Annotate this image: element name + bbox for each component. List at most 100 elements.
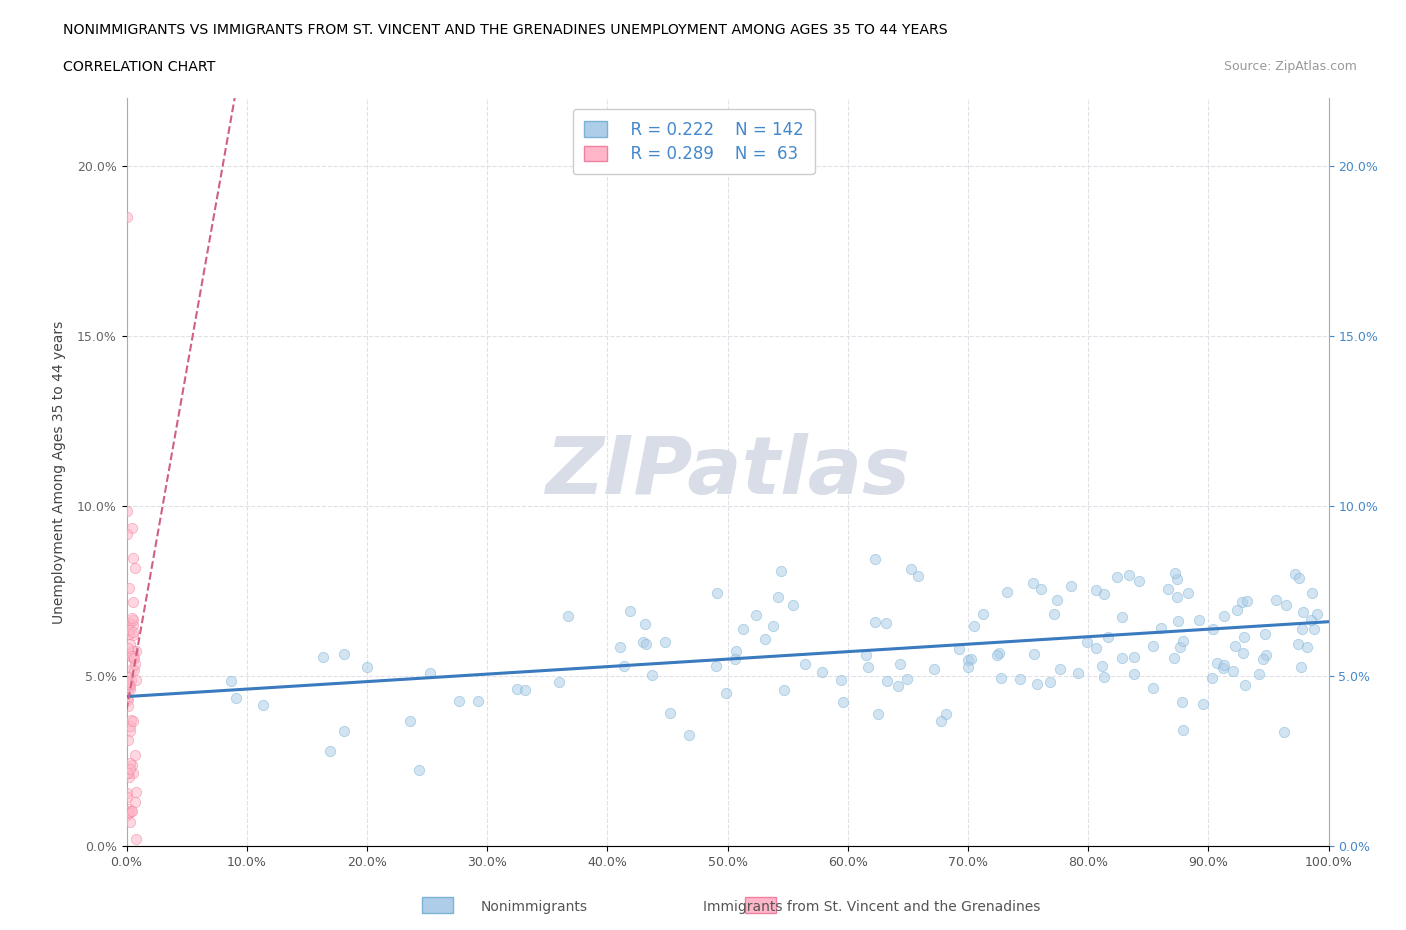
Point: [922, 661, 945, 676]
Point: [770, 564, 793, 578]
Point: [1142, 681, 1164, 696]
Point: [1024, 647, 1046, 662]
Point: [125, 784, 148, 799]
Point: [714, 685, 737, 700]
Point: [855, 648, 877, 663]
Point: [122, 662, 145, 677]
Point: [120, 672, 142, 687]
Point: [1236, 593, 1258, 608]
Point: [773, 683, 796, 698]
Point: [118, 678, 141, 693]
Point: [120, 804, 142, 818]
Point: [633, 617, 655, 631]
Point: [557, 608, 579, 623]
Point: [124, 831, 146, 846]
Point: [121, 610, 143, 625]
Point: [1301, 586, 1323, 601]
Point: [988, 646, 1011, 661]
Point: [1212, 608, 1234, 623]
Point: [876, 673, 898, 688]
Point: [122, 595, 145, 610]
Point: [1049, 661, 1071, 676]
Point: [117, 698, 139, 713]
Point: [1251, 652, 1274, 667]
Point: [1256, 648, 1278, 663]
Point: [832, 694, 855, 709]
Point: [121, 520, 143, 535]
Point: [118, 724, 141, 738]
Point: [962, 619, 984, 634]
Point: [609, 640, 631, 655]
Point: [654, 635, 676, 650]
Point: [1292, 604, 1315, 619]
Point: [219, 673, 242, 688]
Point: [1105, 569, 1128, 584]
Point: [896, 671, 918, 686]
Point: [115, 765, 138, 780]
Point: [1265, 592, 1288, 607]
Point: [724, 644, 747, 658]
Point: [1118, 567, 1140, 582]
Point: [1010, 671, 1032, 686]
Point: [1166, 590, 1188, 604]
Point: [1274, 598, 1296, 613]
Point: [1291, 660, 1313, 675]
Point: [1284, 567, 1306, 582]
Point: [1168, 640, 1191, 655]
Text: Immigrants from St. Vincent and the Grenadines: Immigrants from St. Vincent and the Gren…: [703, 899, 1040, 914]
Point: [124, 794, 146, 809]
Point: [1097, 630, 1119, 644]
Point: [121, 624, 143, 639]
Point: [1128, 573, 1150, 588]
Point: [1043, 606, 1066, 621]
Point: [332, 724, 354, 738]
Point: [1205, 656, 1227, 671]
Point: [960, 652, 983, 667]
Point: [124, 561, 146, 576]
Point: [1171, 695, 1194, 710]
Point: [118, 626, 141, 641]
Point: [118, 755, 141, 770]
Point: [1026, 677, 1049, 692]
Point: [1225, 638, 1247, 653]
Point: [907, 568, 929, 583]
Point: [1212, 660, 1234, 675]
Point: [1084, 641, 1107, 656]
Point: [356, 659, 378, 674]
Point: [408, 763, 430, 777]
Point: [121, 662, 143, 677]
Point: [1123, 649, 1146, 664]
Point: [449, 693, 471, 708]
Point: [1091, 658, 1114, 673]
Point: [1232, 645, 1254, 660]
Point: [754, 631, 776, 646]
Point: [1288, 571, 1310, 586]
Point: [1085, 583, 1108, 598]
Point: [118, 680, 141, 695]
Point: [1213, 658, 1236, 672]
Point: [866, 706, 889, 721]
Point: [121, 551, 143, 565]
Point: [115, 808, 138, 823]
Point: [120, 712, 142, 727]
Point: [117, 677, 139, 692]
Point: [1163, 650, 1185, 665]
Text: Source: ZipAtlas.com: Source: ZipAtlas.com: [1223, 60, 1357, 73]
Point: [120, 648, 142, 663]
Point: [125, 644, 148, 658]
FancyBboxPatch shape: [745, 897, 776, 913]
Point: [1111, 610, 1133, 625]
Point: [319, 744, 342, 759]
Point: [118, 719, 141, 734]
Point: [935, 707, 957, 722]
Point: [506, 682, 529, 697]
Point: [1188, 613, 1211, 628]
Point: [1173, 633, 1195, 648]
Point: [1249, 666, 1271, 681]
Point: [115, 790, 138, 804]
Point: [619, 604, 641, 618]
Point: [118, 636, 141, 651]
Point: [513, 683, 536, 698]
Point: [121, 649, 143, 664]
Point: [782, 598, 804, 613]
